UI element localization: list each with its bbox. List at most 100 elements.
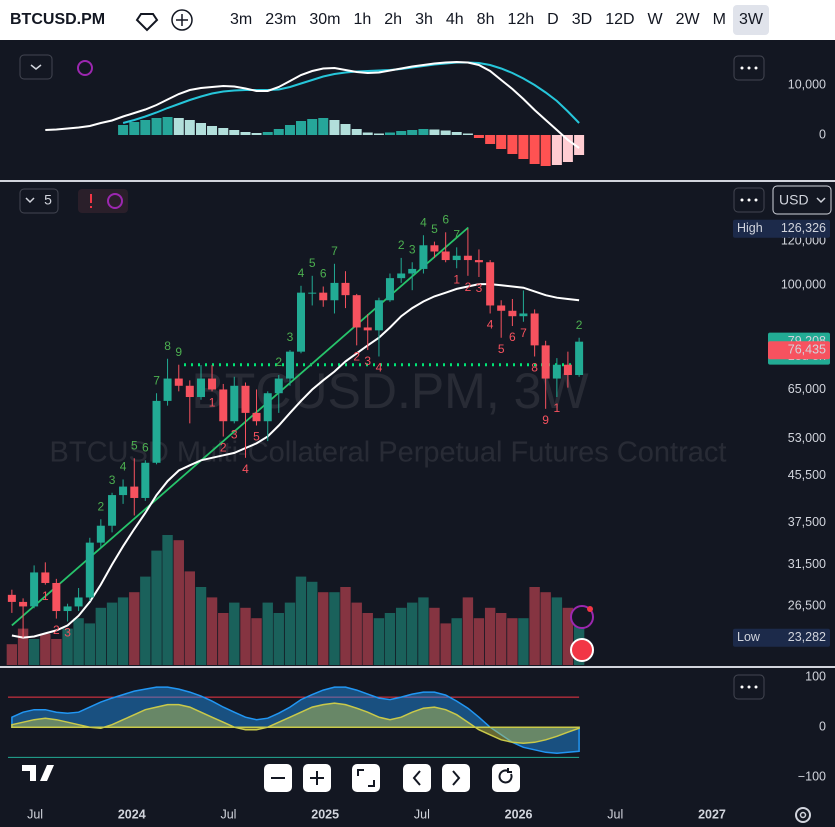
volume-bar [540,592,551,665]
td-count-up: 2 [97,499,104,513]
volume-bar [518,618,529,665]
volume-bar [251,618,262,665]
interval-button[interactable]: D [547,11,559,28]
interval-button[interactable]: W [647,11,663,28]
volume-bar [551,597,563,665]
more-button[interactable] [733,674,765,700]
td-count-down: 3 [64,626,71,640]
volume-bar [229,602,240,665]
volume-bar [340,587,351,665]
interval-button[interactable]: 3W [732,5,769,35]
histogram-bar [162,117,173,135]
td-count-down: 9 [542,413,549,427]
volume-bar [84,623,96,665]
interval-button[interactable]: 3m [230,11,253,28]
td-count-down: 3 [231,428,238,442]
td-count-down: 2 [220,441,227,455]
candle-body [552,364,561,379]
histogram-bar [229,130,240,135]
more-button[interactable] [733,187,765,213]
interval-button[interactable]: 12h [507,11,535,28]
y-tick-label: 65,000 [788,382,826,396]
logo [22,765,54,781]
td-count-up: 2 [576,318,583,332]
currency-dropdown[interactable] [772,185,832,215]
refresh-icon[interactable] [77,60,93,76]
candle-body [241,385,250,413]
candle-body [230,385,239,422]
interval-button[interactable]: 2h [384,11,403,28]
candle-body [208,378,217,390]
volume-bar [529,587,540,665]
symbol[interactable]: BTCUSD.PM [10,11,106,28]
scroll-left-button[interactable] [403,764,431,792]
histogram-bar [518,135,529,159]
interval-button[interactable]: 8h [476,11,495,28]
x-tick-label: 2026 [505,807,533,821]
scroll-right-button[interactable] [442,764,470,792]
histogram-bar [540,135,551,166]
zoom-in-button[interactable] [303,764,331,792]
reset-button[interactable] [492,764,520,792]
td-count-up: 4 [120,460,127,474]
x-tick-label: 2027 [698,807,726,821]
volume-bar [295,576,307,665]
compare-icon[interactable] [135,13,159,32]
collapse-button[interactable] [19,54,53,80]
histogram-bar [296,121,307,135]
settings-button[interactable] [795,807,811,823]
interval-button[interactable]: 23m [265,11,297,28]
flag-icon[interactable] [570,638,594,662]
x-tick-label: Jul [414,807,430,821]
indicator-toggle[interactable] [19,188,59,214]
candle-body [430,245,439,252]
add-icon[interactable] [171,9,193,31]
td-count-down: 3 [476,281,483,295]
volume-bar [395,607,407,665]
refresh-icon[interactable] [107,193,123,209]
price-tag [733,219,830,238]
candle-body [119,486,128,496]
y-tick-label: 100 [805,669,826,683]
candle-body [285,351,294,379]
interval-button[interactable]: 2W [675,11,700,28]
fit-button[interactable] [352,764,380,792]
volume-bar [484,607,496,665]
volume-bar [206,597,218,665]
interval-button[interactable]: 3h [415,11,433,28]
histogram-bar [496,135,507,149]
interval-button[interactable]: 3D [571,11,593,28]
alert-dot [587,606,593,612]
interval-button[interactable]: 30m [309,11,341,28]
td-count-down: 4 [487,318,494,332]
more-button[interactable] [733,55,765,81]
alert-icon[interactable] [570,605,594,629]
candle-body [130,486,139,498]
x-tick-label: 2025 [311,807,339,821]
candle-body [163,378,172,401]
interval-button[interactable]: 1h [353,11,372,28]
candle-body [63,606,72,612]
candle-body [52,582,61,612]
interval-button[interactable]: 12D [605,11,635,28]
zoom-out-button[interactable] [264,764,292,792]
candle-body [397,273,406,279]
histogram-bar [284,125,295,135]
candle-body [508,310,517,317]
indicator-status[interactable] [78,189,128,213]
td-count-down: 1 [554,401,561,415]
td-count-up: 5 [309,256,316,270]
volume-bar [407,602,418,665]
histogram-bar [373,133,384,135]
td-count-down: 2 [53,623,60,637]
candle-body [30,572,39,607]
td-count-down: 6 [509,330,516,344]
td-count-up: 4 [420,215,427,229]
td-count-down: 1 [209,396,216,410]
candle-body [197,378,206,398]
volume-bar [284,602,296,665]
volume-bar [507,618,518,665]
interval-button[interactable]: 4h [445,11,464,28]
interval-button[interactable]: M [712,11,726,28]
